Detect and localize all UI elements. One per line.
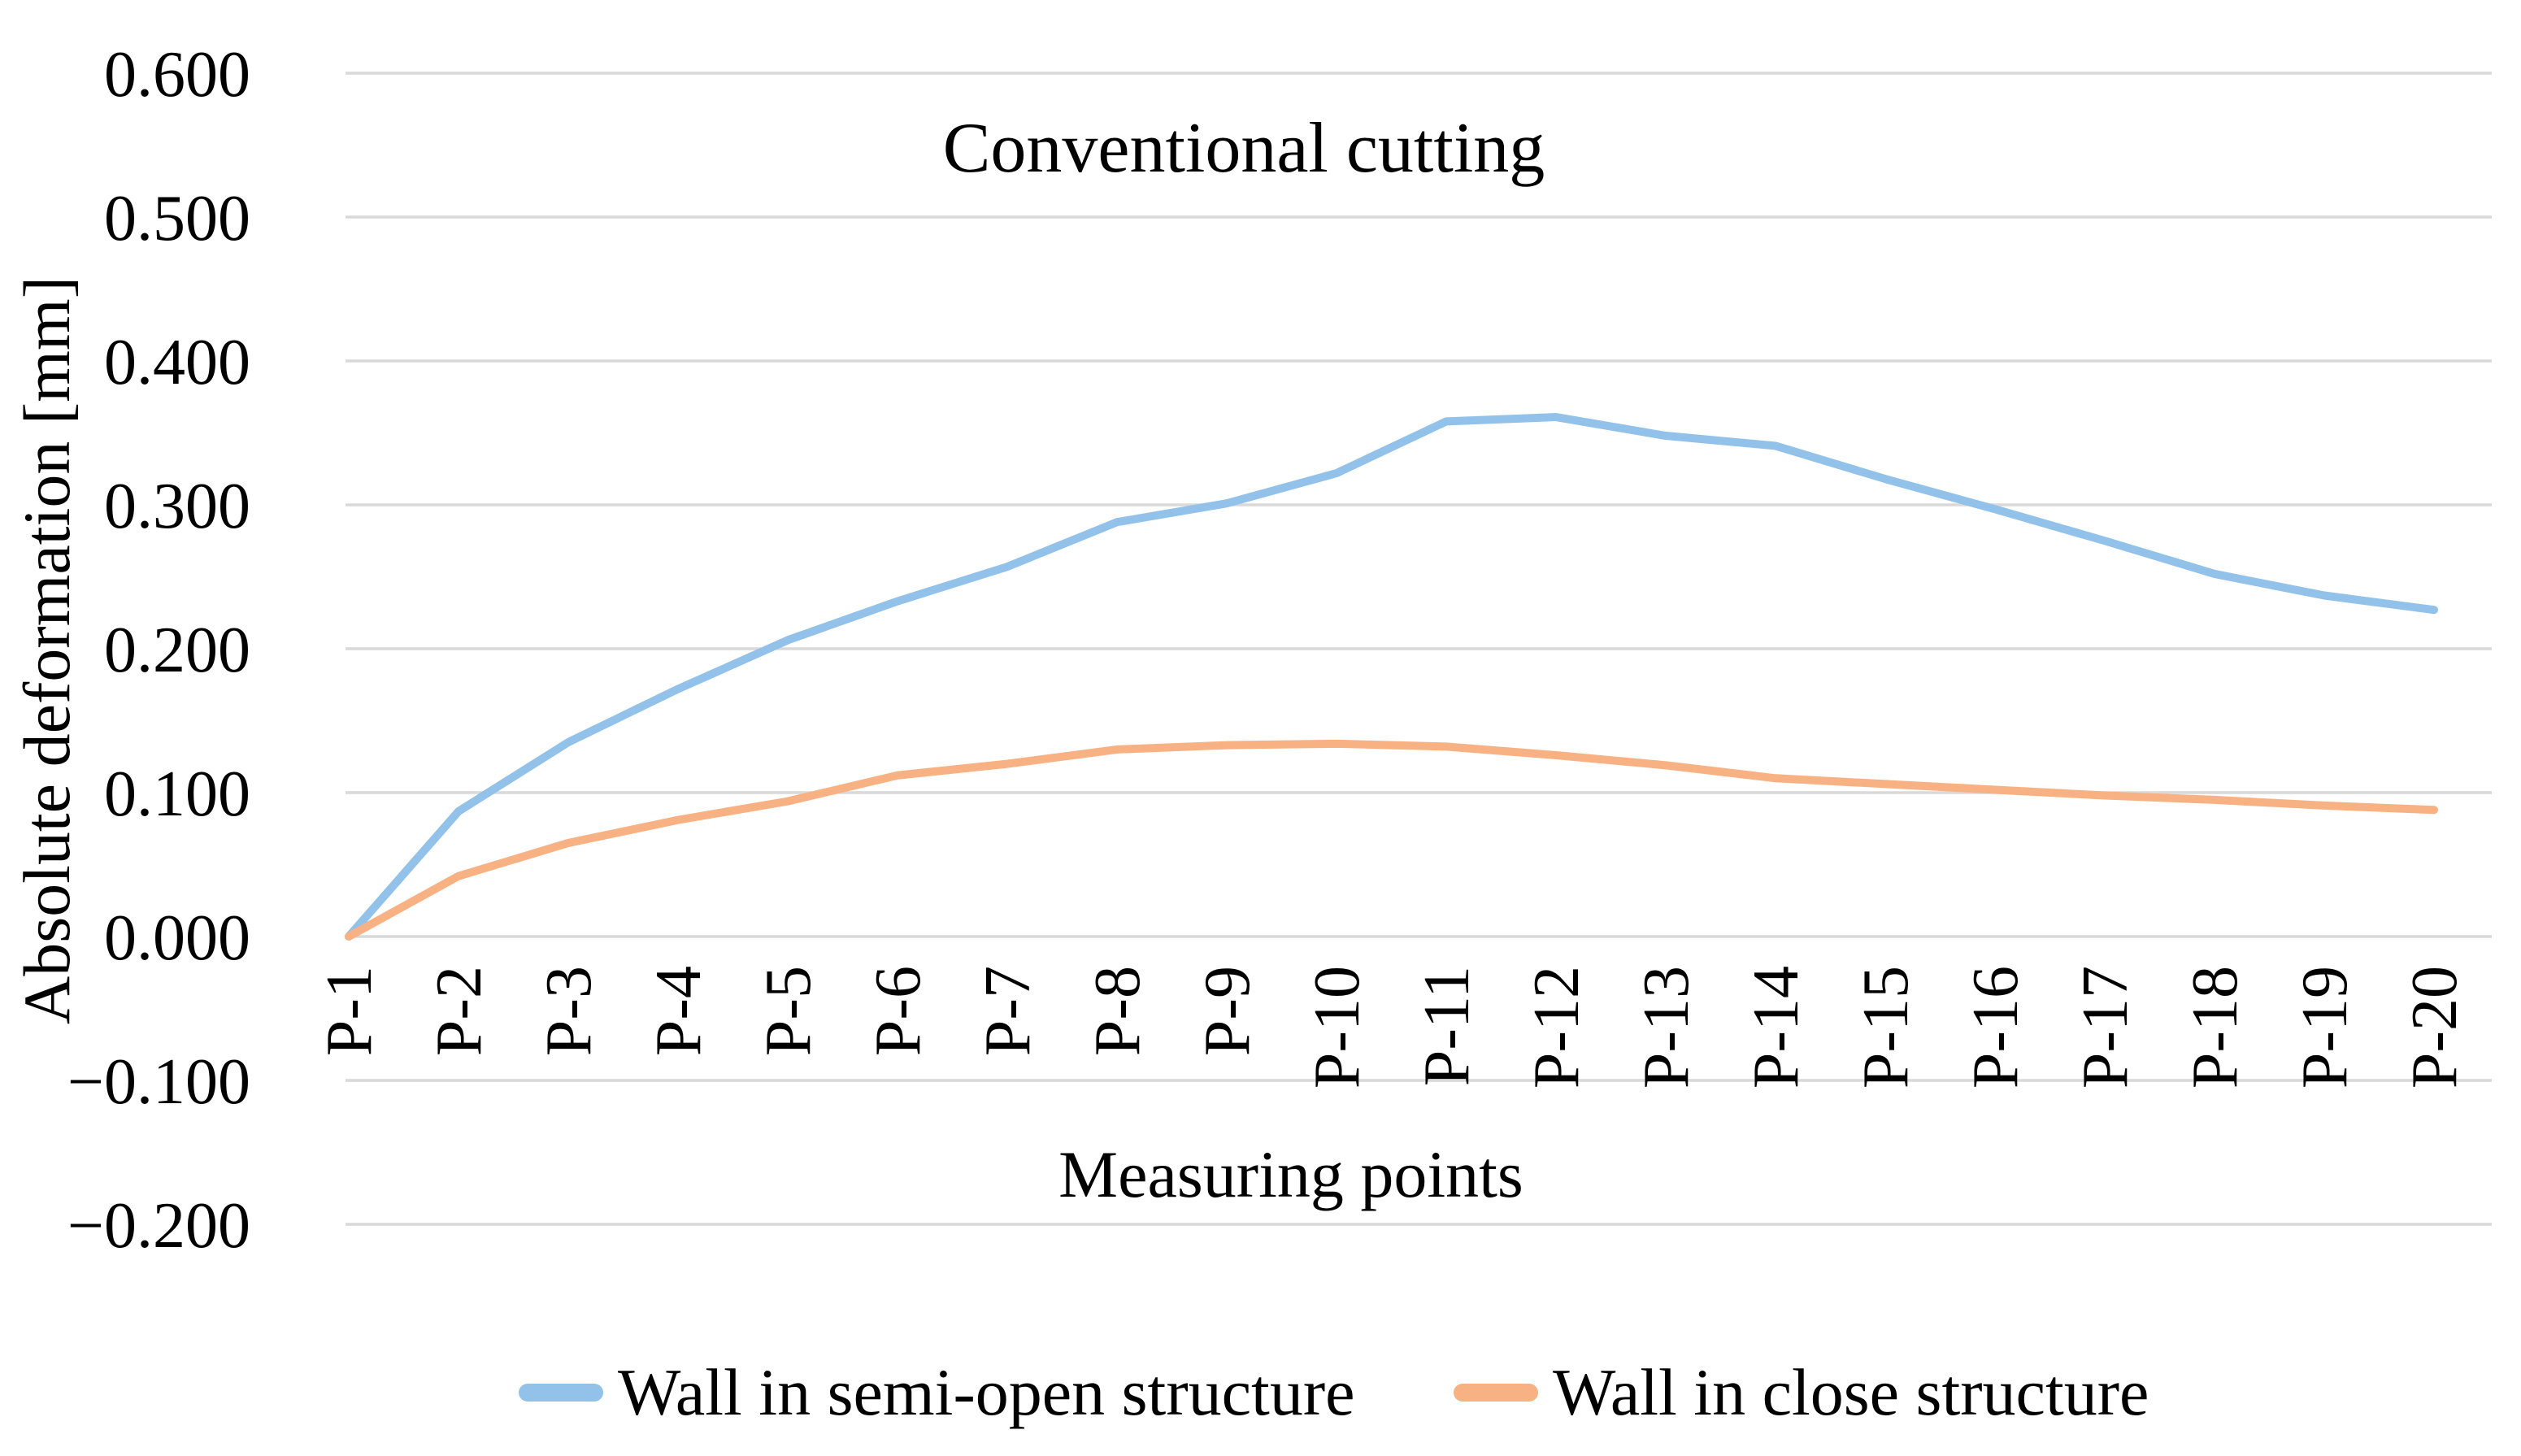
x-tick-label: P-4 bbox=[643, 966, 715, 1056]
x-tick-label: P-7 bbox=[972, 966, 1044, 1056]
x-tick-label: P-14 bbox=[1741, 966, 1812, 1089]
x-tick-label: P-8 bbox=[1082, 966, 1154, 1056]
x-tick-label: P-19 bbox=[2289, 966, 2361, 1089]
x-axis-title: Measuring points bbox=[1058, 1137, 1523, 1211]
y-tick-label: 0.500 bbox=[104, 183, 250, 254]
legend-label-close: Wall in close structure bbox=[1553, 1355, 2149, 1429]
legend-swatch-close-icon bbox=[1454, 1384, 1538, 1402]
x-tick-label: P-20 bbox=[2399, 966, 2471, 1089]
x-tick-label: P-18 bbox=[2180, 966, 2251, 1089]
y-axis-title: Absolute deformation [mm] bbox=[10, 276, 84, 1025]
y-tick-label: 0.100 bbox=[104, 758, 250, 830]
x-tick-label: P-16 bbox=[1960, 966, 2032, 1089]
x-tick-label: P-11 bbox=[1411, 966, 1483, 1086]
x-tick-label: P-6 bbox=[863, 966, 934, 1056]
legend-swatch-semi-open-icon bbox=[519, 1384, 603, 1402]
x-tick-label: P-12 bbox=[1521, 966, 1593, 1089]
y-tick-label: −0.200 bbox=[67, 1190, 250, 1262]
y-tick-label: −0.100 bbox=[67, 1046, 250, 1118]
legend: Wall in semi-open structure Wall in clos… bbox=[0, 1359, 2521, 1432]
legend-item-semi-open: Wall in semi-open structure bbox=[519, 1359, 1355, 1426]
chart-title: Conventional cutting bbox=[942, 109, 1545, 188]
y-tick-label: 0.300 bbox=[104, 471, 250, 542]
x-tick-label: P-10 bbox=[1302, 966, 1373, 1089]
legend-label-semi-open: Wall in semi-open structure bbox=[618, 1355, 1355, 1429]
legend-item-close: Wall in close structure bbox=[1454, 1359, 2149, 1426]
y-tick-label: 0.400 bbox=[104, 327, 250, 398]
x-tick-label: P-5 bbox=[753, 966, 824, 1056]
x-tick-label: P-13 bbox=[1631, 966, 1702, 1089]
x-tick-label: P-15 bbox=[1850, 966, 1922, 1089]
x-tick-label: P-9 bbox=[1192, 966, 1263, 1056]
series-line-semi-open bbox=[345, 413, 2438, 941]
y-tick-label: 0.600 bbox=[104, 39, 250, 111]
x-tick-label: P-17 bbox=[2070, 966, 2141, 1089]
x-tick-label: P-1 bbox=[314, 966, 385, 1056]
series-line-close bbox=[345, 739, 2438, 941]
y-tick-label: 0.000 bbox=[104, 902, 250, 974]
x-tick-label: P-2 bbox=[424, 966, 495, 1056]
y-tick-label: 0.200 bbox=[104, 615, 250, 686]
x-tick-label: P-3 bbox=[533, 966, 605, 1056]
